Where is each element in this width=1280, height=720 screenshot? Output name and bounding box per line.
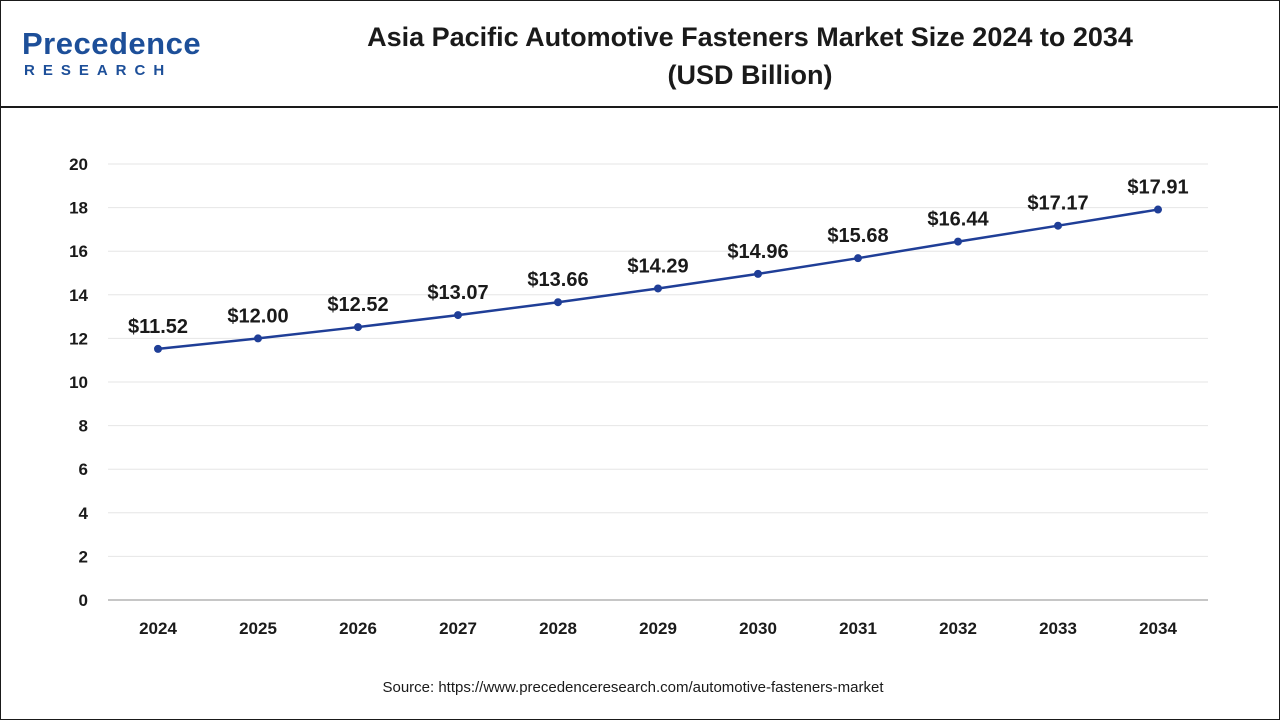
series-line — [157, 208, 1159, 351]
x-tick-label: 2025 — [239, 619, 277, 638]
y-tick-label: 2 — [79, 547, 88, 566]
y-tick-label: 4 — [79, 504, 89, 523]
brand-logo: Precedence RESEARCH — [22, 26, 222, 86]
x-tick-label: 2032 — [939, 619, 977, 638]
source-note: Source: https://www.precedenceresearch.c… — [382, 679, 884, 696]
x-tick-label: 2031 — [839, 619, 877, 638]
chart-title-line-2: (USD Billion) — [667, 60, 833, 90]
data-point — [154, 344, 162, 353]
data-label: $12.00 — [227, 305, 288, 327]
data-label: $11.52 — [128, 316, 188, 338]
data-label: $13.66 — [527, 269, 588, 291]
y-tick-label: 6 — [79, 460, 88, 479]
data-point — [254, 334, 262, 343]
data-label: $14.96 — [727, 241, 788, 263]
y-tick-label: 18 — [69, 199, 88, 218]
x-tick-label: 2027 — [439, 619, 477, 638]
data-label: $15.68 — [827, 225, 888, 247]
x-tick-label: 2030 — [739, 619, 777, 638]
data-point — [454, 311, 462, 320]
y-tick-label: 20 — [69, 155, 88, 174]
x-tick-label: 2034 — [1139, 619, 1177, 638]
y-tick-label: 10 — [69, 373, 88, 392]
header: Precedence RESEARCH Asia Pacific Automot… — [0, 0, 1278, 108]
data-point — [354, 323, 362, 332]
data-label: $16.44 — [927, 209, 989, 231]
y-tick-label: 0 — [79, 591, 88, 610]
y-tick-label: 14 — [69, 286, 88, 305]
y-tick-label: 8 — [79, 417, 88, 436]
y-tick-label: 16 — [69, 242, 88, 261]
x-tick-label: 2026 — [339, 619, 377, 638]
data-point — [954, 237, 962, 246]
data-label: $13.07 — [427, 282, 488, 304]
data-point — [754, 269, 762, 278]
y-tick-label: 12 — [69, 329, 88, 348]
data-label: $14.29 — [627, 255, 688, 277]
x-tick-label: 2029 — [639, 619, 677, 638]
data-point — [1154, 205, 1162, 214]
data-point — [1054, 221, 1062, 230]
data-point — [854, 254, 862, 263]
logo-wordmark: Precedence — [22, 26, 202, 61]
logo-tagline: RESEARCH — [24, 62, 173, 79]
chart-title-line-1: Asia Pacific Automotive Fasteners Market… — [367, 22, 1133, 52]
data-point — [654, 284, 662, 293]
data-point — [554, 298, 562, 307]
x-tick-label: 2033 — [1039, 619, 1077, 638]
x-tick-label: 2024 — [139, 619, 177, 638]
x-tick-label: 2028 — [539, 619, 577, 638]
data-label: $17.91 — [1127, 177, 1188, 199]
chart-title: Asia Pacific Automotive Fasteners Market… — [300, 18, 1200, 94]
data-label: $12.52 — [327, 294, 388, 316]
data-label: $17.17 — [1027, 193, 1088, 215]
